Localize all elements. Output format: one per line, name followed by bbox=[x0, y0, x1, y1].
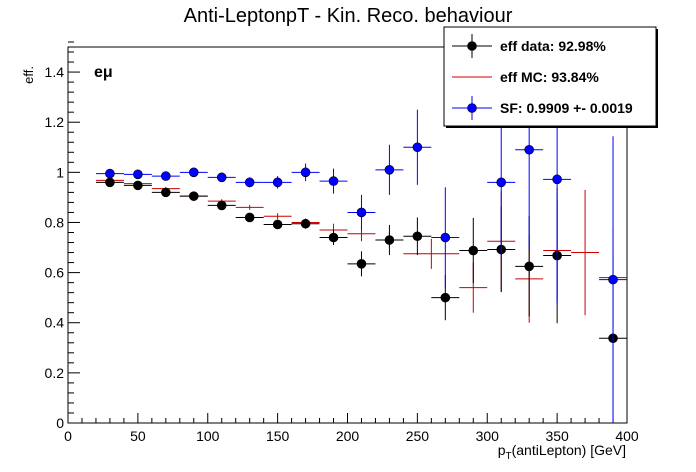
x-tick-label: 300 bbox=[476, 428, 500, 444]
legend-marker bbox=[467, 41, 477, 51]
y-axis-label: eff. bbox=[21, 66, 36, 84]
data-point bbox=[552, 174, 562, 185]
legend-label: eff MC: 93.84% bbox=[500, 69, 599, 85]
data-point bbox=[384, 165, 395, 175]
data-point bbox=[608, 274, 618, 285]
x-tick-label: 250 bbox=[406, 428, 430, 444]
legend-label: SF: 0.9909 +- 0.0019 bbox=[500, 100, 633, 116]
series-layer bbox=[95, 49, 627, 423]
data-point bbox=[356, 207, 367, 218]
data-point bbox=[188, 167, 199, 178]
data-point bbox=[188, 191, 199, 201]
y-tick-label: 0.8 bbox=[45, 214, 65, 230]
data-point bbox=[412, 231, 423, 242]
channel-annotation: eμ bbox=[94, 64, 113, 81]
data-point bbox=[272, 219, 283, 230]
data-point bbox=[300, 167, 311, 178]
data-point bbox=[133, 180, 143, 191]
data-point bbox=[244, 212, 255, 223]
legend: eff data: 92.98% eff MC: 93.84% SF: 0.9909… bbox=[443, 26, 658, 128]
x-tick-label: 100 bbox=[196, 428, 220, 444]
y-tick-label: 0.4 bbox=[45, 315, 65, 331]
y-tick-label: 1.4 bbox=[45, 64, 65, 80]
data-point bbox=[216, 172, 227, 183]
y-tick-label: 0 bbox=[56, 415, 64, 431]
data-point bbox=[272, 177, 283, 188]
legend-label: eff data: 92.98% bbox=[500, 38, 606, 54]
y-tick-label: 1.2 bbox=[45, 114, 65, 130]
data-point bbox=[468, 245, 479, 256]
data-point bbox=[216, 200, 227, 211]
x-tick-label: 0 bbox=[64, 428, 72, 444]
legend-marker bbox=[467, 103, 477, 113]
x-axis-label-rest: (antiLepton) [GeV] bbox=[512, 442, 626, 458]
data-point bbox=[496, 177, 507, 188]
y-tick-label: 0.2 bbox=[45, 365, 65, 381]
x-tick-label: 400 bbox=[615, 428, 639, 444]
data-point bbox=[440, 292, 451, 303]
data-point bbox=[328, 176, 339, 186]
y-tick-label: 0.6 bbox=[45, 265, 65, 281]
x-tick-label: 150 bbox=[266, 428, 290, 444]
x-tick-label: 200 bbox=[336, 428, 360, 444]
data-point bbox=[440, 232, 451, 243]
x-tick-label: 50 bbox=[130, 428, 146, 444]
data-point bbox=[412, 142, 423, 153]
data-point bbox=[384, 235, 395, 245]
data-point bbox=[161, 171, 171, 181]
data-point bbox=[161, 187, 171, 198]
x-axis-label-subscript: T bbox=[505, 451, 511, 462]
axes: 0 50 100 150 200 250 300 350 400 0 0.2 0.4 0.6 0.8 1 1.… bbox=[45, 41, 639, 444]
x-axis-label-main: p bbox=[498, 442, 506, 458]
data-point bbox=[356, 259, 367, 269]
data-point bbox=[105, 168, 115, 179]
y-tick-label: 1 bbox=[56, 164, 64, 180]
data-point bbox=[105, 177, 115, 188]
data-point bbox=[300, 218, 311, 229]
data-point bbox=[133, 169, 143, 180]
data-point bbox=[524, 144, 534, 155]
x-axis-label: pT(antiLepton) [GeV] bbox=[498, 442, 626, 462]
data-point bbox=[244, 177, 255, 188]
x-tick-label: 350 bbox=[545, 428, 569, 444]
data-point bbox=[328, 232, 339, 243]
data-point bbox=[524, 261, 534, 272]
chart-title: Anti-LeptonpT - Kin. Reco. behaviour bbox=[184, 5, 513, 27]
